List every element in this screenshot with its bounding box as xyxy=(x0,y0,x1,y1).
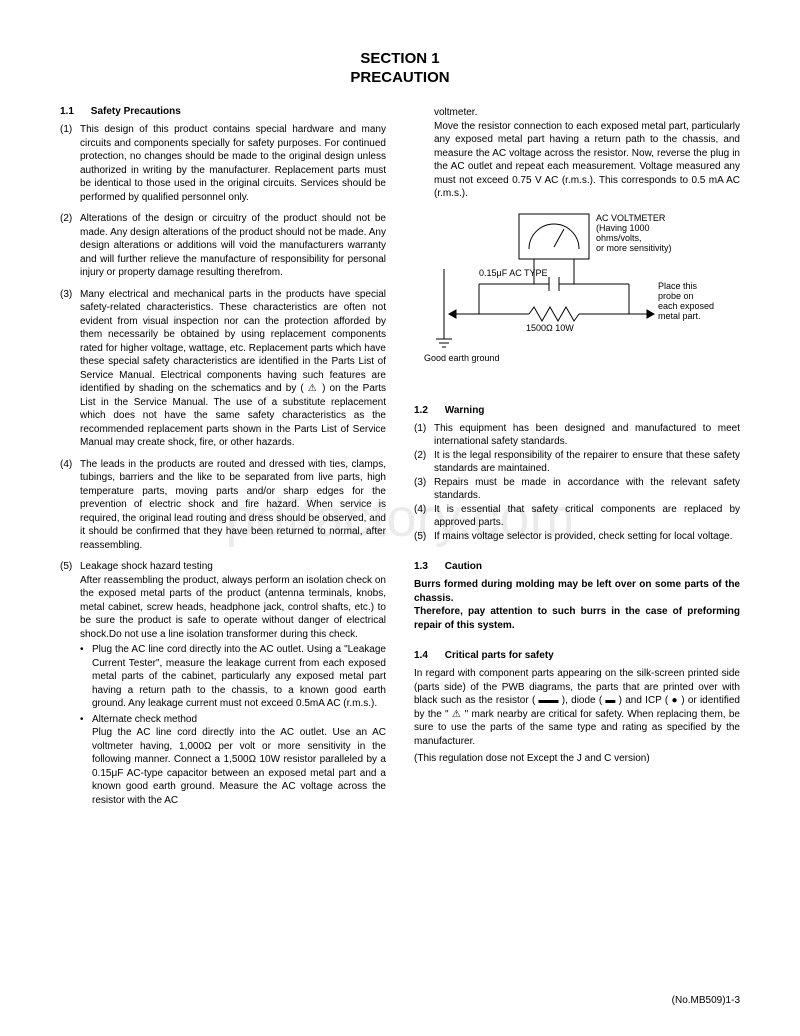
warn-5: (5) If mains voltage selector is provide… xyxy=(414,530,740,544)
heading-1-3: 1.3 Caution xyxy=(414,561,740,572)
item-1: (1) This design of this product contains… xyxy=(60,123,386,204)
bullet-mark: • xyxy=(80,643,92,711)
item-2: (2) Alterations of the design or circuit… xyxy=(60,212,386,280)
item-num: (2) xyxy=(414,449,434,476)
probe-note-3: each exposed xyxy=(658,301,714,311)
voltmeter-label: AC VOLTMETER xyxy=(596,213,666,223)
heading-text: Warning xyxy=(445,405,485,416)
diagram-svg: AC VOLTMETER (Having 1000 ohms/volts, or… xyxy=(414,209,714,384)
voltmeter-note-2: ohms/volts, xyxy=(596,233,642,243)
section-subtitle: PRECAUTION xyxy=(60,69,740,86)
ground-label: Good earth ground xyxy=(424,353,500,363)
bullet-text: Alternate check method Plug the AC line … xyxy=(92,713,386,808)
heading-num: 1.3 xyxy=(414,561,442,572)
continuation: voltmeter. Move the resistor connection … xyxy=(434,106,740,201)
bullet-text: Plug the AC line cord directly into the … xyxy=(92,643,386,711)
item-num: (2) xyxy=(60,212,80,280)
caution-2: Therefore, pay attention to such burrs i… xyxy=(414,605,740,632)
item-5-body: After reassembling the product, always p… xyxy=(80,574,386,642)
item-4: (4) The leads in the products are routed… xyxy=(60,458,386,553)
warn-2: (2) It is the legal responsibility of th… xyxy=(414,449,740,476)
heading-text: Caution xyxy=(445,561,482,572)
voltmeter-note-1: (Having 1000 xyxy=(596,223,650,233)
columns: 1.1 Safety Precautions (1) This design o… xyxy=(60,106,740,809)
item-text: Many electrical and mechanical parts in … xyxy=(80,288,386,450)
bullet-1: • Plug the AC line cord directly into th… xyxy=(80,643,386,711)
bullet-body: Plug the AC line cord directly into the … xyxy=(92,727,386,806)
critical-parts-2: (This regulation dose not Except the J a… xyxy=(414,752,740,766)
item-num: (5) xyxy=(60,560,80,574)
heading-num: 1.1 xyxy=(60,106,88,117)
voltmeter-note-3: or more sensitivity) xyxy=(596,243,672,253)
page-footer: (No.MB509)1-3 xyxy=(672,995,740,1006)
probe-note-1: Place this xyxy=(658,281,698,291)
item-text: The leads in the products are routed and… xyxy=(80,458,386,553)
heading-text: Critical parts for safety xyxy=(445,650,554,661)
caution-1: Burrs formed during molding may be left … xyxy=(414,578,740,605)
heading-num: 1.2 xyxy=(414,405,442,416)
item-text: This design of this product contains spe… xyxy=(80,123,386,204)
page-content: SECTION 1 PRECAUTION 1.1 Safety Precauti… xyxy=(60,50,740,809)
item-text: It is essential that safety critical com… xyxy=(434,503,740,530)
warn-1: (1) This equipment has been designed and… xyxy=(414,422,740,449)
item-num: (3) xyxy=(414,476,434,503)
bullet-mark: • xyxy=(80,713,92,808)
item-text: Leakage shock hazard testing xyxy=(80,560,386,574)
item-num: (3) xyxy=(60,288,80,450)
left-column: 1.1 Safety Precautions (1) This design o… xyxy=(60,106,386,809)
item-text: If mains voltage selector is provided, c… xyxy=(434,530,740,544)
item-text: Repairs must be made in accordance with … xyxy=(434,476,740,503)
right-column: voltmeter. Move the resistor connection … xyxy=(414,106,740,809)
section-title: SECTION 1 xyxy=(60,50,740,67)
item-text: Alterations of the design or circuitry o… xyxy=(80,212,386,280)
item-num: (1) xyxy=(60,123,80,204)
item-3: (3) Many electrical and mechanical parts… xyxy=(60,288,386,450)
heading-num: 1.4 xyxy=(414,650,442,661)
heading-1-1: 1.1 Safety Precautions xyxy=(60,106,386,117)
heading-text: Safety Precautions xyxy=(91,106,181,117)
warn-3: (3) Repairs must be made in accordance w… xyxy=(414,476,740,503)
res-label: 1500Ω 10W xyxy=(526,323,574,333)
heading-1-4: 1.4 Critical parts for safety xyxy=(414,650,740,661)
item-num: (1) xyxy=(414,422,434,449)
heading-1-2: 1.2 Warning xyxy=(414,405,740,416)
bullet-2: • Alternate check method Plug the AC lin… xyxy=(80,713,386,808)
circuit-diagram: AC VOLTMETER (Having 1000 ohms/volts, or… xyxy=(414,209,740,387)
probe-note-2: probe on xyxy=(658,291,694,301)
item-num: (5) xyxy=(414,530,434,544)
cap-label: 0.15μF AC TYPE xyxy=(479,268,548,278)
bullet-head: Alternate check method xyxy=(92,714,197,725)
item-num: (4) xyxy=(414,503,434,530)
warn-4: (4) It is essential that safety critical… xyxy=(414,503,740,530)
item-text: It is the legal responsibility of the re… xyxy=(434,449,740,476)
item-text: This equipment has been designed and man… xyxy=(434,422,740,449)
item-5: (5) Leakage shock hazard testing xyxy=(60,560,386,574)
probe-note-4: metal part. xyxy=(658,311,701,321)
item-num: (4) xyxy=(60,458,80,553)
critical-parts-1: In regard with component parts appearing… xyxy=(414,667,740,748)
